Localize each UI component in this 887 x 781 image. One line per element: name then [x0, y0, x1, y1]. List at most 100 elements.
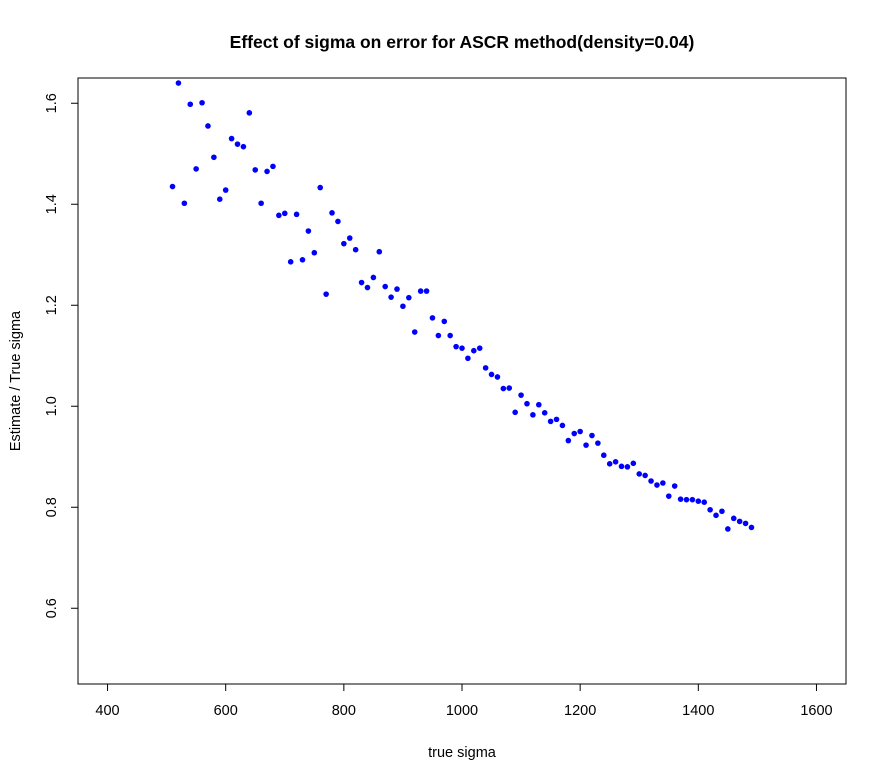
y-tick-label: 0.8	[44, 497, 60, 517]
data-point	[600, 452, 607, 459]
data-point	[394, 286, 400, 292]
data-point	[228, 135, 235, 142]
data-point	[642, 472, 648, 479]
data-point	[465, 355, 471, 362]
data-point	[612, 459, 619, 465]
data-point	[671, 483, 678, 489]
data-point	[417, 288, 424, 294]
data-point	[264, 168, 270, 175]
data-point	[506, 385, 513, 391]
data-points	[169, 80, 755, 532]
data-point	[181, 200, 188, 207]
data-point	[683, 496, 690, 503]
data-point	[169, 183, 176, 190]
data-point	[270, 163, 276, 170]
x-tick-label: 1400	[682, 703, 714, 719]
data-point	[305, 228, 312, 234]
data-point	[335, 218, 341, 225]
data-point	[293, 211, 300, 218]
data-point	[453, 343, 459, 350]
data-point	[216, 196, 223, 202]
data-point	[341, 240, 347, 247]
data-point	[311, 249, 318, 256]
data-point	[707, 506, 713, 513]
data-point	[211, 154, 217, 161]
data-point	[736, 518, 743, 525]
data-point	[547, 418, 554, 425]
data-point	[571, 430, 578, 437]
data-point	[459, 345, 465, 351]
data-point	[583, 442, 589, 448]
data-point	[618, 463, 625, 470]
data-point	[447, 332, 453, 339]
data-point	[695, 498, 702, 504]
data-point	[175, 80, 182, 86]
data-point	[400, 303, 406, 310]
data-point	[376, 248, 383, 255]
x-tick-label: 1600	[800, 703, 832, 719]
data-point	[234, 141, 241, 147]
data-point	[494, 374, 501, 380]
data-point	[482, 365, 489, 371]
data-point	[429, 315, 436, 321]
data-point	[240, 143, 247, 150]
data-point	[595, 440, 601, 446]
x-tick-label: 1000	[446, 703, 478, 719]
x-tick-label: 600	[214, 703, 238, 719]
data-point	[382, 283, 389, 290]
data-point	[524, 400, 530, 407]
data-point	[329, 210, 335, 216]
data-point	[435, 332, 442, 339]
data-point	[559, 422, 566, 429]
data-point	[287, 259, 294, 265]
data-point	[406, 294, 412, 301]
data-point	[725, 526, 731, 532]
data-point	[701, 499, 708, 506]
chart-title: Effect of sigma on error for ASCR method…	[230, 32, 695, 52]
data-point	[471, 347, 477, 354]
data-point	[648, 478, 654, 484]
data-point	[689, 496, 696, 503]
data-point	[748, 524, 755, 531]
data-point	[488, 371, 495, 378]
data-point	[323, 291, 329, 297]
y-tick-label: 1.6	[44, 93, 60, 113]
data-point	[606, 461, 613, 467]
data-point	[518, 392, 524, 398]
data-point	[553, 416, 560, 423]
data-point	[630, 460, 637, 467]
data-point	[317, 184, 324, 191]
x-tick-label: 400	[95, 703, 119, 719]
data-point	[742, 520, 749, 527]
data-point	[388, 294, 394, 300]
data-point	[541, 410, 548, 416]
data-point	[589, 432, 595, 439]
data-point	[719, 508, 725, 515]
x-tick-label: 1200	[564, 703, 596, 719]
plot-frame	[77, 77, 847, 685]
data-point	[205, 123, 211, 129]
data-point	[624, 464, 631, 470]
data-point	[530, 412, 536, 418]
data-point	[476, 345, 483, 351]
data-point	[352, 246, 359, 253]
data-point	[246, 110, 253, 116]
data-point	[252, 167, 259, 173]
y-tick-label: 1.4	[44, 194, 60, 214]
y-axis: 0.6 0.8 1.0 1.2 1.4 1.6	[44, 93, 79, 618]
data-point	[222, 187, 229, 193]
y-axis-label: Estimate / True sigma	[8, 310, 24, 451]
data-point	[193, 166, 199, 172]
data-point	[660, 480, 666, 486]
data-point	[730, 515, 737, 522]
x-tick-label: 800	[332, 703, 356, 719]
y-tick-label: 0.6	[44, 598, 60, 618]
data-point	[364, 284, 371, 291]
y-tick-label: 1.2	[44, 295, 60, 315]
data-point	[276, 212, 282, 219]
data-point	[677, 496, 684, 502]
data-point	[411, 329, 418, 335]
data-point	[423, 288, 430, 294]
data-point	[577, 428, 583, 435]
